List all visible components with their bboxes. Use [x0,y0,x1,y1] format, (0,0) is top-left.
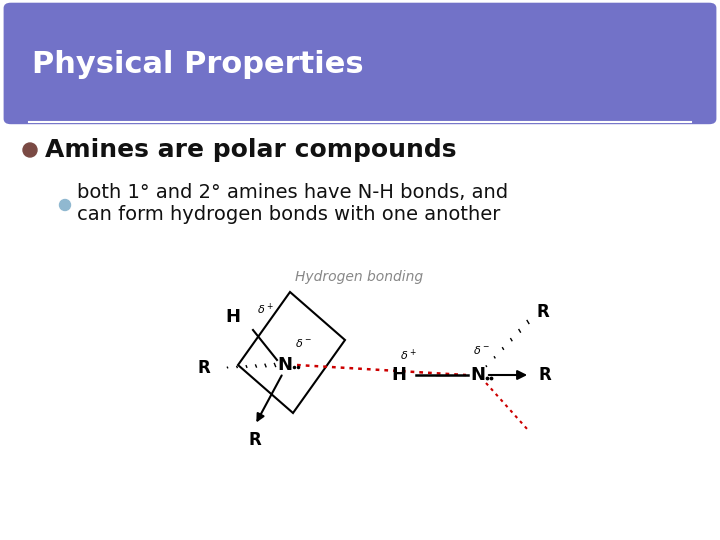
Text: Physical Properties: Physical Properties [32,50,364,79]
Text: $\delta^-$: $\delta^-$ [295,337,312,349]
Text: $\delta^+$: $\delta^+$ [257,301,274,316]
Circle shape [23,143,37,157]
Circle shape [60,199,71,211]
Text: R: R [197,359,210,377]
Text: N: N [470,366,485,384]
Text: R: R [248,431,261,449]
Text: $\delta^+$: $\delta^+$ [400,347,417,363]
Text: N: N [277,356,292,374]
Text: H: H [225,308,240,326]
Text: —: — [434,368,449,382]
Text: H: H [391,366,406,384]
Text: can form hydrogen bonds with one another: can form hydrogen bonds with one another [77,206,500,225]
Text: $\delta^-$: $\delta^-$ [473,344,490,356]
Text: R: R [536,303,549,321]
Text: Amines are polar compounds: Amines are polar compounds [45,138,456,162]
Text: R: R [538,366,551,384]
Text: Hydrogen bonding: Hydrogen bonding [295,270,423,284]
Text: both 1° and 2° amines have N-H bonds, and: both 1° and 2° amines have N-H bonds, an… [77,184,508,202]
